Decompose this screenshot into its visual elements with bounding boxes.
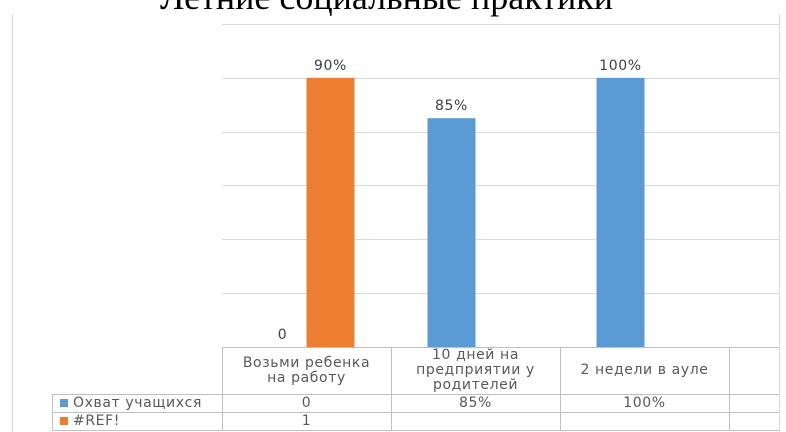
data-table-grid xyxy=(52,347,779,431)
chart-title: Летние социальные практики xyxy=(160,0,613,17)
data-bar xyxy=(596,77,645,347)
data-label: 90% xyxy=(314,58,347,74)
legend-swatch xyxy=(60,399,68,407)
bars xyxy=(306,77,645,347)
data-bar xyxy=(306,77,355,347)
data-label: 100% xyxy=(599,58,641,74)
data-bar xyxy=(427,118,476,347)
data-label: 85% xyxy=(435,98,468,114)
legend-swatch xyxy=(60,417,68,425)
gridlines xyxy=(222,24,779,294)
data-label: 0 xyxy=(278,327,288,343)
data-labels: 0 90% 85% 100% xyxy=(278,58,641,343)
legend-keys xyxy=(60,399,68,425)
